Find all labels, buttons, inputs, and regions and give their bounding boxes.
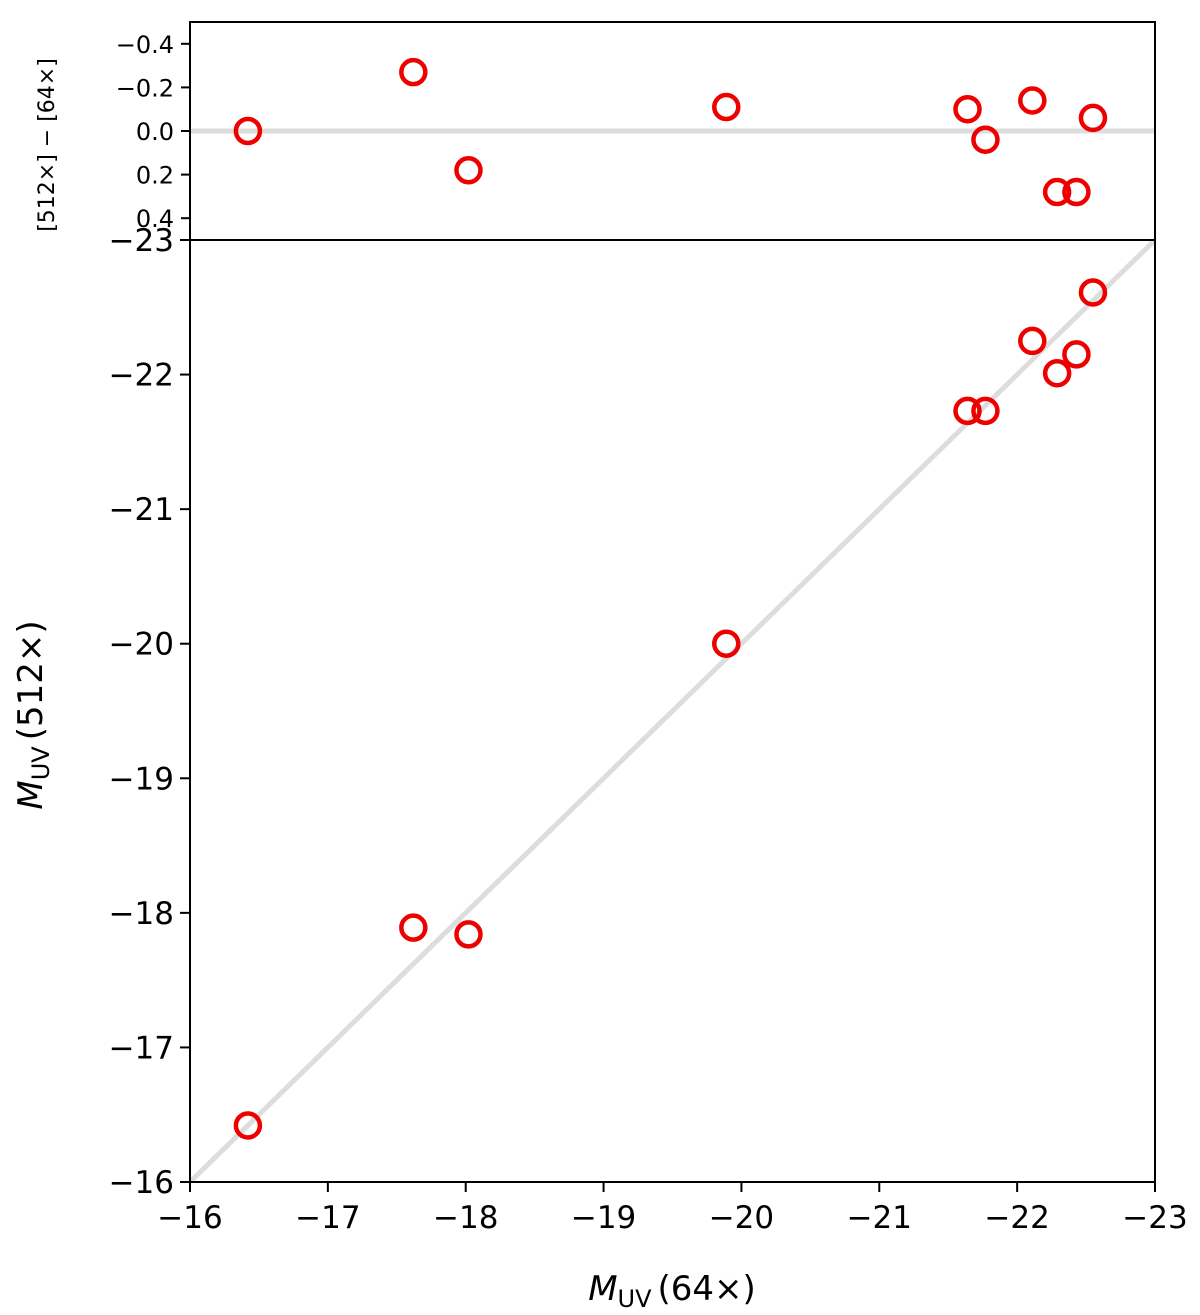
residual-point-5 [953,94,982,124]
residual-point-9 [1062,177,1091,207]
main-y-tick-label: −23 [109,223,174,259]
main-x-tick-label: −19 [571,1200,636,1236]
main-points [233,278,1108,1140]
residual-y-tick-label: −0.4 [116,31,174,59]
residual-point-1 [233,116,263,146]
residual-point-4 [712,92,741,122]
main-y-ticks: −16 −17 −18 −19 −20 −21 −22 −23 [109,223,190,1201]
residual-y-tick-label: 0.0 [136,118,174,146]
main-point-1 [233,1111,263,1140]
residual-point-8 [1042,177,1072,207]
residual-point-2 [399,57,428,87]
residual-y-tick-label: −0.2 [116,74,174,102]
y-axis-label-symbol: M [11,780,51,809]
residual-y-tick-label: 0.2 [136,162,174,190]
main-y-tick-label: −21 [109,492,174,528]
main-point-3 [454,920,483,949]
main-point-7 [1018,326,1047,356]
y-axis-label-rest: (512×) [11,620,51,740]
main-x-tick-label: −17 [295,1200,360,1236]
main-point-8 [1042,358,1072,388]
x-axis-label-rest: (64×) [658,1269,756,1309]
main-y-tick-label: −22 [109,358,174,394]
y-axis-label: MUV (512×) [11,620,55,809]
residual-panel: −0.4 −0.2 0.0 0.2 0.4 [512×] − [64×] [35,31,1155,233]
residual-y-axis-label: [512×] − [64×] [35,58,60,232]
main-point-2 [399,913,428,942]
main-x-tick-label: −20 [709,1200,774,1236]
x-axis-label-symbol: M [588,1269,617,1309]
main-x-tick-label: −23 [1122,1200,1187,1236]
main-x-tick-label: −16 [157,1200,222,1236]
one-to-one-reference-line [190,240,1155,1182]
main-panel: −16 −17 −18 −19 −20 −21 −22 −23 −16 −17 −18 −19 −20… [11,223,1188,1313]
y-axis-label-subscript: UV [27,746,55,781]
residual-points [233,57,1108,207]
main-point-6 [971,396,1000,426]
main-y-tick-label: −20 [109,627,174,663]
main-x-tick-label: −18 [433,1200,498,1236]
main-x-tick-label: −21 [847,1200,912,1236]
main-y-tick-label: −19 [109,761,174,797]
residual-point-7 [1018,86,1047,115]
residual-point-3 [454,155,483,185]
main-y-tick-label: −17 [109,1030,174,1066]
main-point-5 [953,396,982,426]
residual-y-ticks: −0.4 −0.2 0.0 0.2 0.4 [116,31,190,233]
main-panel-frame [189,239,1156,1183]
main-point-9 [1062,340,1091,369]
residual-point-10 [1078,103,1108,133]
main-x-ticks: −16 −17 −18 −19 −20 −21 −22 −23 [157,1182,1188,1236]
x-axis-label: MUV (64×) [588,1269,756,1313]
main-y-tick-label: −18 [109,896,174,932]
x-axis-label-subscript: UV [618,1285,653,1313]
main-point-10 [1078,278,1108,307]
residual-point-6 [971,125,1000,154]
main-y-tick-label: −16 [109,1165,174,1201]
main-x-tick-label: −22 [984,1200,1049,1236]
main-point-4 [712,629,741,658]
residual-y-tick-label: 0.4 [136,205,174,233]
